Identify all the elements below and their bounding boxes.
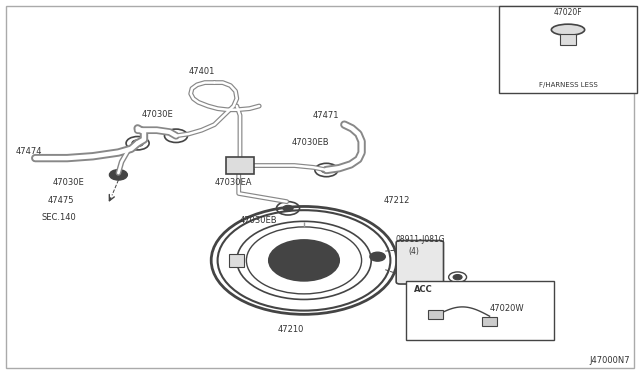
Text: (4): (4) (408, 247, 419, 256)
Text: 47030E: 47030E (53, 178, 85, 187)
Bar (226, 157, 254, 174)
Bar (428, 310, 443, 319)
Text: 47471: 47471 (312, 111, 339, 120)
Bar (561, 34, 576, 45)
Circle shape (398, 272, 413, 280)
Circle shape (321, 167, 332, 173)
Text: 47475: 47475 (48, 196, 74, 205)
Text: J47000N7: J47000N7 (590, 356, 630, 365)
Text: 47030EB: 47030EB (240, 216, 278, 225)
Bar (499, 6, 637, 93)
Bar (229, 254, 244, 267)
Circle shape (370, 252, 385, 261)
Text: SEC.140: SEC.140 (42, 213, 76, 222)
Text: 47030E: 47030E (142, 110, 174, 119)
Circle shape (109, 170, 127, 180)
Text: 47020F: 47020F (554, 8, 582, 17)
Circle shape (269, 240, 339, 281)
FancyBboxPatch shape (396, 241, 444, 284)
Text: F/HARNESS LESS: F/HARNESS LESS (539, 82, 597, 88)
Text: 47212: 47212 (384, 196, 410, 205)
Text: 08911-J081G: 08911-J081G (396, 235, 445, 244)
Text: 47401: 47401 (189, 67, 215, 76)
Circle shape (398, 244, 413, 253)
Text: 47030EB: 47030EB (291, 138, 329, 147)
Text: ACC: ACC (414, 285, 433, 294)
Circle shape (283, 205, 293, 211)
Ellipse shape (552, 24, 585, 35)
Text: 47210: 47210 (278, 325, 305, 334)
Text: 47020W: 47020W (490, 304, 524, 313)
Bar (406, 281, 554, 340)
Circle shape (453, 275, 462, 280)
Text: 47030EA: 47030EA (214, 178, 252, 187)
Circle shape (404, 247, 416, 254)
Bar (482, 317, 497, 326)
Circle shape (132, 140, 143, 147)
Circle shape (404, 271, 416, 278)
Text: 47474: 47474 (16, 147, 42, 156)
